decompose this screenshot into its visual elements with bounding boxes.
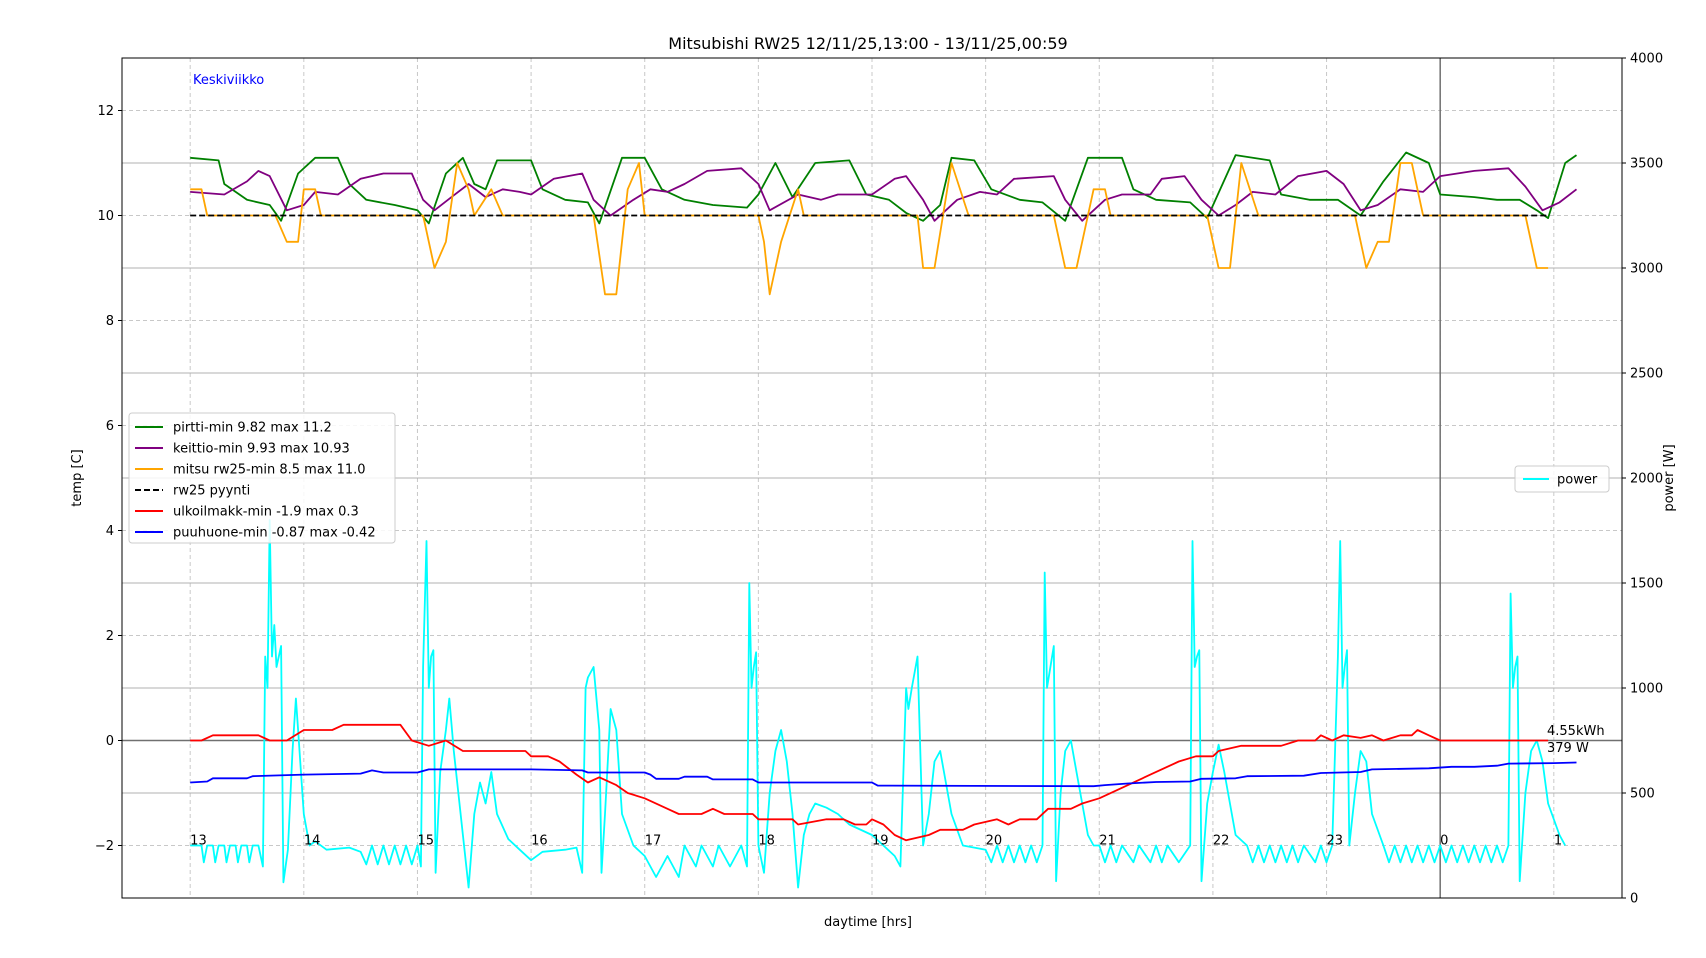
legend-label-keittio: keittio-min 9.93 max 10.93 [173, 442, 350, 457]
hour-label: 1 [1554, 834, 1562, 849]
left-tick-label: −2 [95, 839, 114, 854]
left-tick-label: 0 [106, 734, 114, 749]
power-series-layer [190, 519, 1566, 889]
right-tick-label: 4000 [1630, 52, 1663, 67]
hour-labels: 13 14 15 16 17 18 19 20 21 22 23 0 1 [190, 834, 1562, 849]
hour-label: 14 [304, 834, 321, 849]
hour-label: 23 [1327, 834, 1344, 849]
left-tick-label: 10 [97, 209, 114, 224]
left-tick-label: 12 [97, 104, 114, 119]
hour-label: 17 [645, 834, 662, 849]
right-tick-label: 1000 [1630, 682, 1663, 697]
left-tick-label: 8 [106, 314, 114, 329]
hour-label: 18 [758, 834, 775, 849]
right-tick-label: 0 [1630, 892, 1638, 907]
left-tick-label: 6 [106, 419, 114, 434]
hour-label: 19 [872, 834, 889, 849]
hour-label: 21 [1099, 834, 1116, 849]
legend-label-mitsu: mitsu rw25-min 8.5 max 11.0 [173, 463, 366, 478]
temperature-series-layer [190, 151, 1578, 842]
series-line-power [190, 519, 1566, 889]
hour-label: 22 [1213, 834, 1230, 849]
power-value-label: 379 W [1547, 741, 1589, 756]
y-axis-label-right: power [W] [1662, 444, 1677, 511]
x-axis-label: daytime [hrs] [824, 915, 912, 930]
energy-label: 4.55kWh [1547, 724, 1605, 739]
hour-label: 0 [1440, 834, 1448, 849]
chart-title: Mitsubishi RW25 12/11/25,13:00 - 13/11/2… [668, 34, 1067, 53]
legend-label-pirtti: pirtti-min 9.82 max 11.2 [173, 421, 332, 436]
series-line-ulkoilmakk [190, 723, 1549, 842]
reference-lines [122, 58, 1622, 898]
legend-label-power: power [1557, 473, 1598, 488]
right-tick-label: 500 [1630, 787, 1655, 802]
day-label: Keskiviikko [193, 73, 264, 88]
legend-label-ulkoilmakk: ulkoilmakk-min -1.9 max 0.3 [173, 505, 359, 520]
right-tick-label: 1500 [1630, 577, 1663, 592]
right-tick-label: 2000 [1630, 472, 1663, 487]
left-tick-label: 4 [106, 524, 114, 539]
left-tick-label: 2 [106, 629, 114, 644]
series-line-mitsu [190, 162, 1549, 296]
left-axis: −2 0 2 4 6 8 10 12 [95, 104, 122, 854]
legend-temperature-box [128, 412, 396, 544]
y-axis-label-left: temp [C] [70, 449, 85, 506]
hour-label: 16 [531, 834, 548, 849]
legend-label-puuhuone: puuhuone-min -0.87 max -0.42 [173, 526, 376, 541]
legend-label-pyynti: rw25 pyynti [173, 484, 250, 499]
right-tick-label: 2500 [1630, 367, 1663, 382]
right-axis: 0 500 1000 1500 2000 2500 3000 3500 4000 [1622, 52, 1663, 907]
hour-label: 13 [190, 834, 207, 849]
right-tick-label: 3500 [1630, 157, 1663, 172]
legend-temperature: pirtti-min 9.82 max 11.2 keittio-min 9.93… [128, 412, 396, 544]
right-tick-label: 3000 [1630, 262, 1663, 277]
hour-label: 15 [417, 834, 434, 849]
legend-power: power [1514, 465, 1610, 493]
series-line-pirtti [190, 151, 1578, 225]
hour-label: 20 [986, 834, 1003, 849]
series-line-puuhuone [190, 761, 1577, 788]
legend-power-box [1514, 465, 1610, 493]
series-line-keittio [190, 167, 1578, 222]
